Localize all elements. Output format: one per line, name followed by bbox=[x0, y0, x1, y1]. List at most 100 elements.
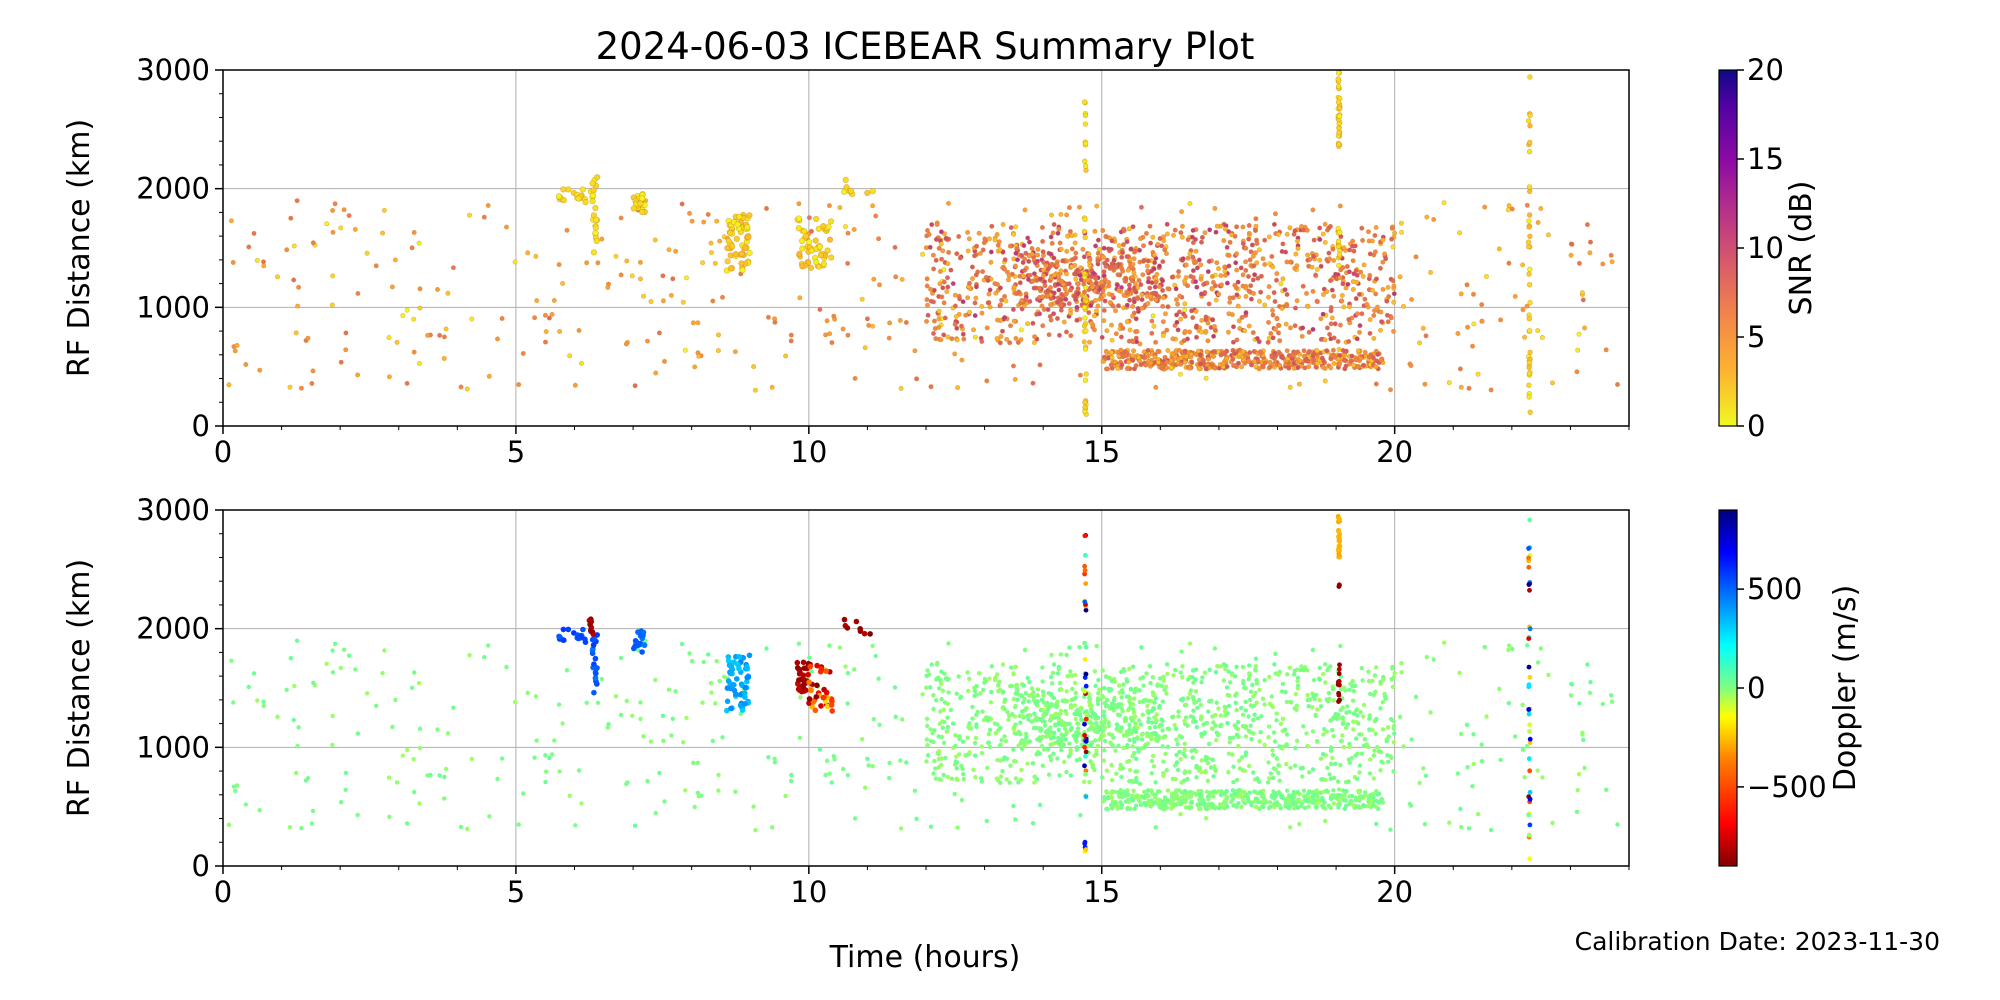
scatter-point bbox=[937, 268, 943, 274]
scatter-point bbox=[1199, 680, 1204, 685]
scatter-point bbox=[1083, 847, 1089, 853]
scatter-point bbox=[1083, 644, 1089, 650]
scatter-point bbox=[1354, 311, 1360, 317]
scatter-point bbox=[931, 771, 936, 776]
scatter-point bbox=[1327, 331, 1333, 337]
scatter-point bbox=[1576, 772, 1582, 777]
scatter-point bbox=[736, 213, 743, 220]
scatter-point bbox=[1013, 683, 1019, 688]
scatter-point bbox=[766, 755, 771, 760]
scatter-point bbox=[1392, 670, 1397, 676]
scatter-point bbox=[1358, 796, 1363, 801]
scatter-point bbox=[1371, 795, 1376, 800]
scatter-point bbox=[960, 331, 966, 337]
scatter-point bbox=[1129, 718, 1135, 723]
scatter-point bbox=[996, 239, 1002, 245]
scatter-point bbox=[1234, 691, 1239, 696]
scatter-point bbox=[1242, 801, 1248, 806]
scatter-point bbox=[1280, 681, 1286, 687]
scatter-point bbox=[435, 727, 440, 732]
scatter-point bbox=[1366, 669, 1371, 674]
scatter-point bbox=[1207, 667, 1212, 672]
scatter-point bbox=[1157, 676, 1163, 681]
scatter-point bbox=[1135, 296, 1141, 302]
scatter-point bbox=[1359, 751, 1365, 756]
scatter-point bbox=[1027, 239, 1033, 245]
scatter-point bbox=[797, 295, 803, 301]
scatter-point bbox=[1526, 282, 1533, 288]
scatter-point bbox=[1088, 302, 1094, 308]
scatter-point bbox=[1253, 656, 1259, 661]
scatter-point bbox=[1239, 364, 1245, 370]
scatter-point bbox=[1273, 767, 1278, 772]
scatter-point bbox=[670, 716, 675, 721]
scatter-point bbox=[1033, 260, 1039, 266]
scatter-point bbox=[914, 816, 919, 821]
scatter-point bbox=[1321, 732, 1326, 737]
scatter-point bbox=[305, 776, 311, 781]
scatter-point bbox=[1030, 278, 1036, 284]
scatter-point bbox=[1082, 568, 1088, 573]
scatter-point bbox=[1007, 323, 1013, 329]
scatter-point bbox=[1125, 267, 1131, 273]
scatter-point bbox=[944, 289, 950, 295]
scatter-point bbox=[1183, 754, 1188, 759]
scatter-point bbox=[1471, 291, 1477, 297]
scatter-point bbox=[1016, 780, 1021, 785]
scatter-point bbox=[1240, 723, 1246, 729]
scatter-point bbox=[580, 626, 586, 633]
scatter-point bbox=[1045, 307, 1051, 313]
scatter-point bbox=[1239, 794, 1245, 800]
scatter-point bbox=[1086, 727, 1091, 732]
scatter-point bbox=[689, 218, 695, 224]
scatter-point bbox=[1125, 759, 1130, 764]
scatter-point bbox=[1550, 820, 1555, 826]
scatter-point bbox=[1527, 349, 1533, 355]
scatter-point bbox=[999, 328, 1005, 334]
scatter-point bbox=[971, 253, 977, 259]
scatter-point bbox=[1496, 246, 1502, 252]
scatter-point bbox=[639, 195, 646, 202]
scatter-point bbox=[1332, 354, 1338, 360]
scatter-point bbox=[1366, 354, 1372, 360]
scatter-point bbox=[1109, 678, 1115, 684]
scatter-point bbox=[387, 814, 392, 819]
scatter-point bbox=[582, 639, 589, 645]
scatter-point bbox=[1373, 364, 1379, 370]
scatter-point bbox=[425, 332, 431, 338]
scatter-point bbox=[1022, 696, 1027, 702]
scatter-point bbox=[1311, 357, 1317, 363]
scatter-point bbox=[1304, 227, 1310, 233]
scatter-point bbox=[1094, 748, 1099, 753]
scatter-point bbox=[481, 214, 487, 220]
scatter-point bbox=[1346, 779, 1351, 784]
scatter-point bbox=[1152, 692, 1157, 698]
scatter-point bbox=[648, 739, 654, 744]
scatter-point bbox=[1139, 297, 1145, 303]
scatter-point bbox=[928, 384, 934, 390]
scatter-point bbox=[1108, 740, 1113, 745]
scatter-point bbox=[1025, 321, 1031, 327]
scatter-point bbox=[912, 788, 918, 793]
scatter-point bbox=[1021, 243, 1027, 249]
scatter-point bbox=[1040, 249, 1046, 255]
scatter-point bbox=[1178, 812, 1183, 817]
scatter-point bbox=[965, 248, 971, 254]
scatter-point bbox=[605, 281, 611, 287]
scatter-point bbox=[1320, 752, 1326, 757]
scatter-point bbox=[1295, 246, 1301, 252]
scatter-point bbox=[411, 316, 417, 322]
scatter-point bbox=[482, 655, 487, 660]
scatter-point bbox=[390, 724, 395, 730]
scatter-point bbox=[765, 314, 771, 320]
scatter-point bbox=[1035, 252, 1041, 258]
scatter-point bbox=[696, 794, 701, 799]
scatter-point bbox=[274, 274, 280, 280]
scatter-point bbox=[1108, 349, 1114, 355]
scatter-point bbox=[1066, 301, 1072, 307]
scatter-point bbox=[669, 733, 674, 738]
scatter-point bbox=[1391, 291, 1397, 297]
scatter-point bbox=[1345, 704, 1350, 709]
y-tick-label: 1000 bbox=[136, 290, 210, 324]
scatter-point bbox=[820, 261, 828, 268]
